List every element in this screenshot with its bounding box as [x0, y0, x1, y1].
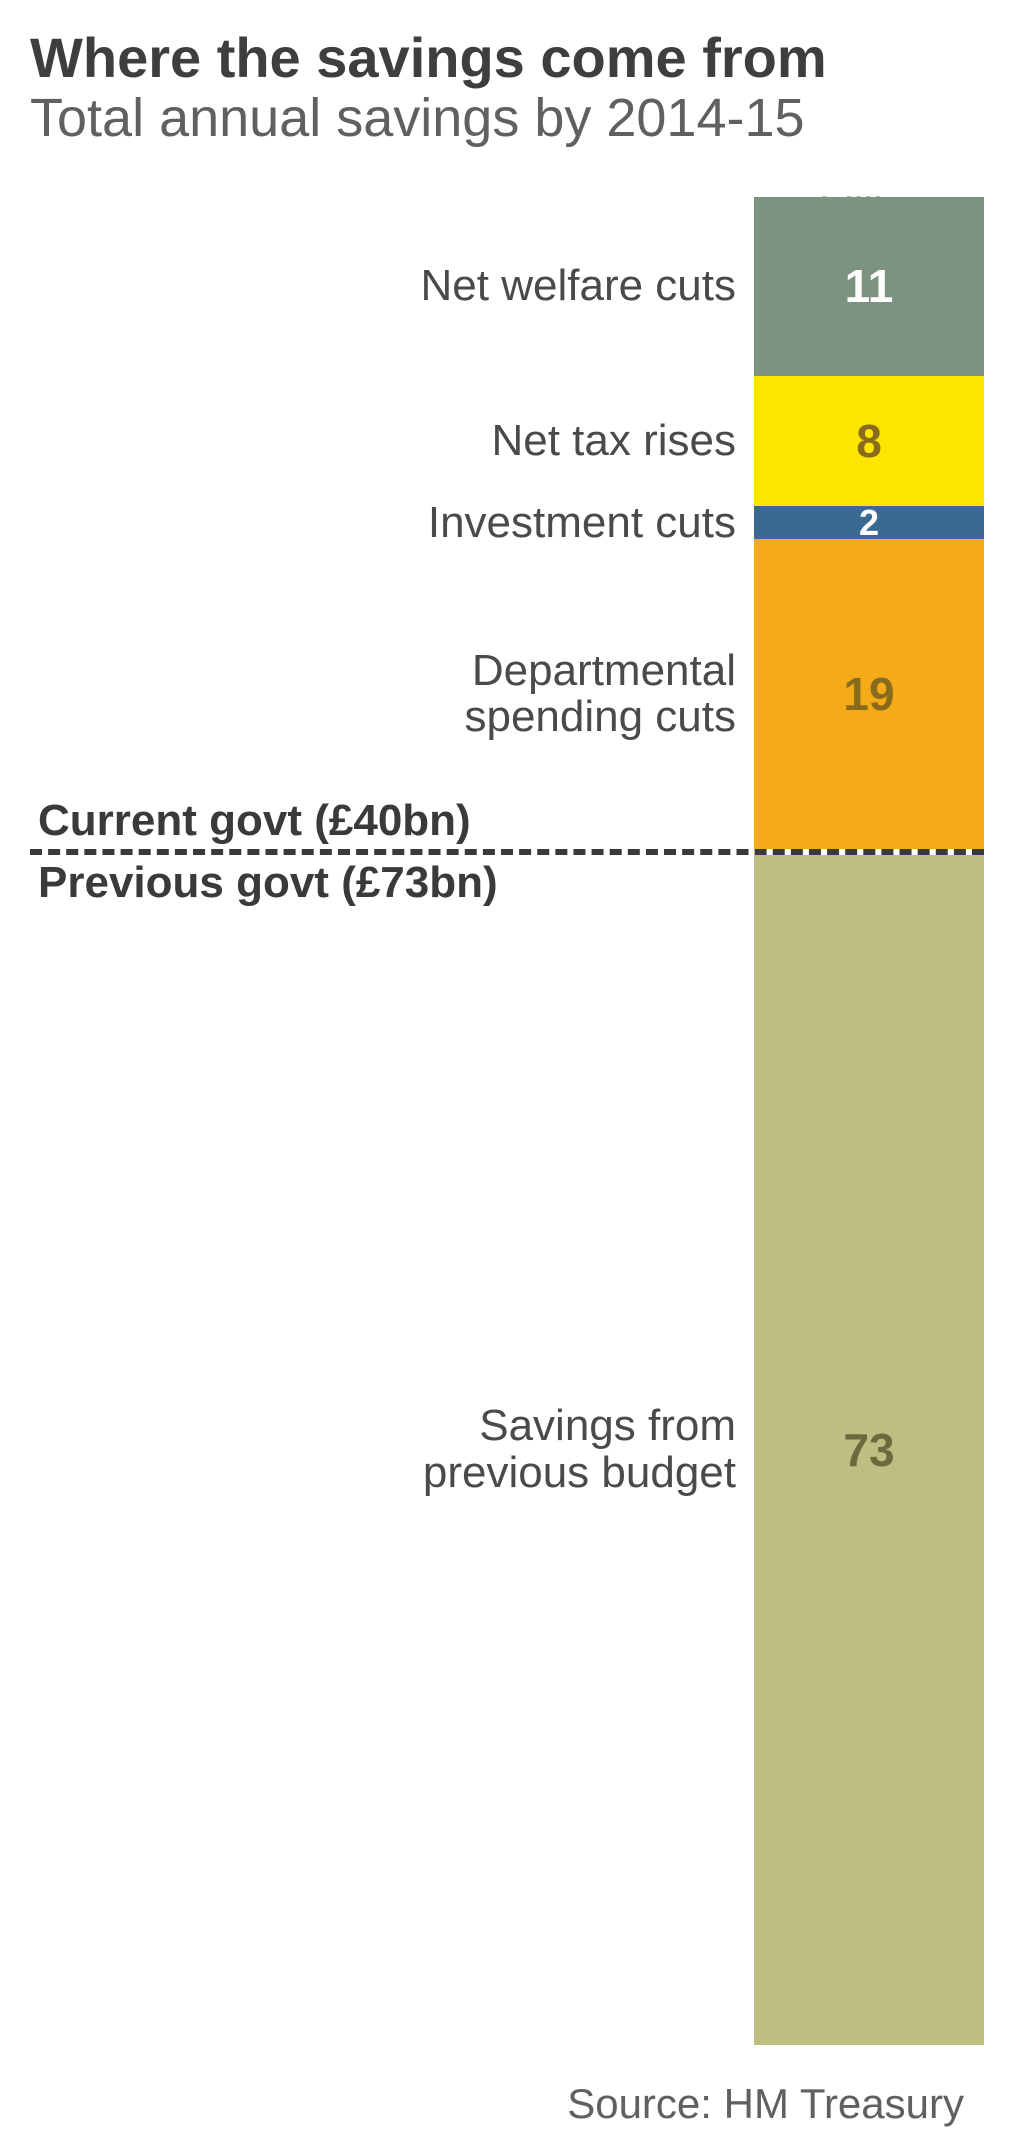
segment-bar: 11	[754, 197, 984, 376]
segment-investment-cuts: Investment cuts2	[30, 506, 984, 539]
chart-container: Where the savings come from Total annual…	[0, 0, 1024, 2148]
bar-stack: Net welfare cuts 11 Net tax rises 8Investme…	[30, 197, 984, 2045]
segment-label: Investment cuts	[30, 506, 754, 539]
segment-label: Net welfare cuts	[30, 197, 754, 376]
segment-label-line: Net tax rises	[491, 418, 736, 464]
segment-previous-budget: Savings fromprevious budget73Previous go…	[30, 855, 984, 2045]
segment-label-line: spending cuts	[464, 694, 736, 740]
chart-title: Where the savings come from	[30, 30, 984, 86]
segment-label-line: previous budget	[423, 1450, 736, 1496]
segment-label: Savings fromprevious budget	[30, 855, 754, 2045]
segment-net-tax-rises: Net tax rises 8	[30, 376, 984, 506]
segment-label-line: Net welfare cuts	[421, 263, 736, 309]
chart-area: £ billions Net welfare cuts11Net tax ris…	[30, 197, 984, 2045]
segment-label: Net tax rises	[30, 376, 754, 506]
segment-net-welfare-cuts: Net welfare cuts 11	[30, 197, 984, 376]
segment-bar: 2	[754, 506, 984, 539]
group-label-previous: Previous govt (£73bn)	[30, 861, 498, 905]
segment-bar: 19	[754, 539, 984, 849]
segment-departmental-spending-cuts: Departmentalspending cuts 19 Current govt …	[30, 539, 984, 849]
segment-bar: 8	[754, 376, 984, 506]
chart-subtitle: Total annual savings by 2014-15	[30, 90, 984, 147]
source-label: Source: HM Treasury	[30, 2080, 984, 2128]
segment-label-line: Savings from	[479, 1403, 736, 1449]
segment-label-line: Departmental	[472, 648, 736, 694]
segment-bar: 73	[754, 855, 984, 2045]
group-label-current: Current govt (£40bn)	[30, 799, 471, 843]
